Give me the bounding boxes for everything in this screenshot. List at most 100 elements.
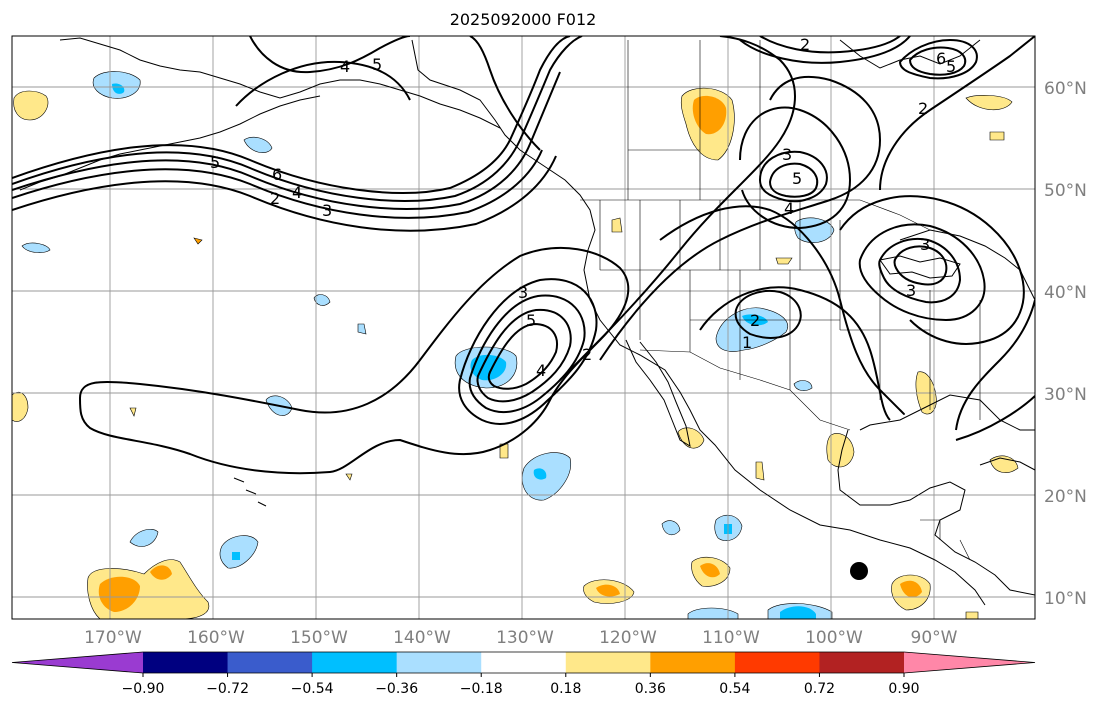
colorbar-bin	[227, 652, 313, 673]
contour-label: 3	[920, 235, 930, 254]
contour-line	[955, 299, 1035, 431]
positive-anomaly	[700, 563, 720, 578]
colorbar-tick-label: 0.90	[888, 681, 919, 697]
great-lakes	[879, 255, 961, 279]
contour-label: 3	[782, 145, 792, 164]
contour-label: 5	[526, 311, 536, 330]
contour-line	[559, 36, 796, 381]
colorbar-bin	[312, 652, 398, 673]
contour-line	[898, 38, 978, 80]
negative-anomaly	[232, 552, 240, 560]
latitude-labels: 60°N 50°N 40°N 30°N 20°N 10°N	[1044, 79, 1087, 609]
contour-line	[659, 205, 905, 415]
north-america-coast	[411, 39, 986, 606]
gulf-coast	[859, 394, 1035, 431]
negative-anomaly	[112, 83, 125, 94]
negative-anomaly	[780, 606, 816, 619]
contour-label: 2	[800, 35, 810, 54]
colorbar-bin	[819, 652, 905, 673]
canadian-province-borders	[627, 40, 761, 200]
contour-line	[858, 223, 986, 322]
longitude-labels: 170°W 160°W 150°W 140°W 130°W 120°W 110°…	[84, 628, 958, 648]
negative-anomaly	[357, 323, 367, 335]
contour-line	[12, 36, 583, 202]
latitude-label: 20°N	[1044, 487, 1087, 507]
longitude-label: 90°W	[911, 628, 958, 648]
colorbar-extend-max	[904, 652, 1035, 673]
colorbar-bin	[396, 652, 482, 673]
gulf-of-mexico-coast	[837, 429, 1035, 596]
contour-line	[468, 294, 586, 414]
contour-label: 3	[906, 281, 916, 300]
station-dot	[850, 562, 868, 580]
colorbar-tick-label: 0.54	[719, 681, 750, 697]
positive-anomaly	[596, 584, 620, 597]
colorbar-tick-label: −0.54	[291, 681, 334, 697]
longitude-label: 110°W	[702, 628, 760, 648]
negative-anomaly	[661, 520, 681, 536]
contour-line	[476, 308, 572, 403]
contour-label: 5	[372, 55, 382, 74]
colorbar-tick-label: 0.72	[804, 681, 835, 697]
coastlines	[19, 37, 1035, 606]
anomaly-shading	[12, 71, 1019, 619]
contour-line	[235, 60, 411, 107]
longitude-label: 170°W	[84, 628, 142, 648]
colorbar-tick-label: −0.36	[375, 681, 418, 697]
contour-line	[699, 286, 891, 421]
positive-anomaly	[989, 131, 1005, 141]
contour-label: 6	[936, 49, 946, 68]
aleutian-islands	[19, 95, 321, 191]
colorbar-bin	[143, 652, 229, 673]
contour-line	[758, 150, 828, 203]
state-borders	[599, 200, 981, 420]
positive-anomaly	[13, 90, 49, 121]
positive-anomaly	[611, 217, 623, 233]
contour-labels: 5 6 4 2 3 4 5 6 5 2 3 5 4 3 2 3 5 4 2 2 …	[210, 35, 956, 380]
political-borders	[580, 40, 981, 561]
colorbar-tick-label: 0.36	[635, 681, 666, 697]
negative-anomaly	[533, 468, 547, 480]
contour-label: 2	[750, 311, 760, 330]
contour-line	[879, 36, 1035, 191]
colorbar-extend-min	[12, 652, 143, 673]
colorbar-tick-label: −0.72	[206, 681, 249, 697]
contour-line	[908, 46, 967, 76]
negative-anomaly	[129, 529, 159, 547]
contour-label: 4	[340, 57, 350, 76]
contour-line	[955, 395, 1035, 441]
negative-anomaly	[715, 307, 788, 352]
positive-anomaly	[129, 407, 137, 417]
longitude-label: 100°W	[805, 628, 863, 648]
contour-label: 5	[210, 153, 220, 172]
contour-label: 2	[582, 345, 592, 364]
contour-label: 1	[742, 333, 752, 352]
colorbar-bin	[734, 652, 820, 673]
contour-line	[469, 36, 541, 151]
colorbar-bin	[565, 652, 651, 673]
positive-anomaly	[826, 433, 855, 468]
positive-anomaly	[755, 461, 765, 481]
central-america-borders	[920, 519, 971, 561]
negative-anomaly	[522, 452, 571, 501]
latitude-label: 10°N	[1044, 589, 1087, 609]
latitude-label: 60°N	[1044, 79, 1087, 99]
contour-line	[739, 106, 852, 230]
positive-anomaly	[345, 473, 353, 481]
baja-california-coast	[625, 339, 691, 448]
contour-label: 4	[784, 199, 794, 218]
longitude-label: 120°W	[599, 628, 657, 648]
map-frame	[11, 35, 1036, 620]
contour-label: 5	[946, 57, 956, 76]
negative-anomaly	[687, 607, 739, 619]
contour-lines	[12, 36, 1035, 475]
negative-anomaly	[243, 136, 273, 153]
contour-line	[12, 149, 543, 219]
colorbar-tick-label: −0.90	[122, 681, 165, 697]
contour-label: 2	[918, 99, 928, 118]
longitude-label: 160°W	[187, 628, 245, 648]
positive-anomaly	[193, 237, 203, 245]
colorbar: −0.90 −0.72 −0.54 −0.36 −0.18 0.18 0.36 0.54 0.7…	[11, 651, 1036, 697]
contour-label: 6	[272, 165, 282, 184]
